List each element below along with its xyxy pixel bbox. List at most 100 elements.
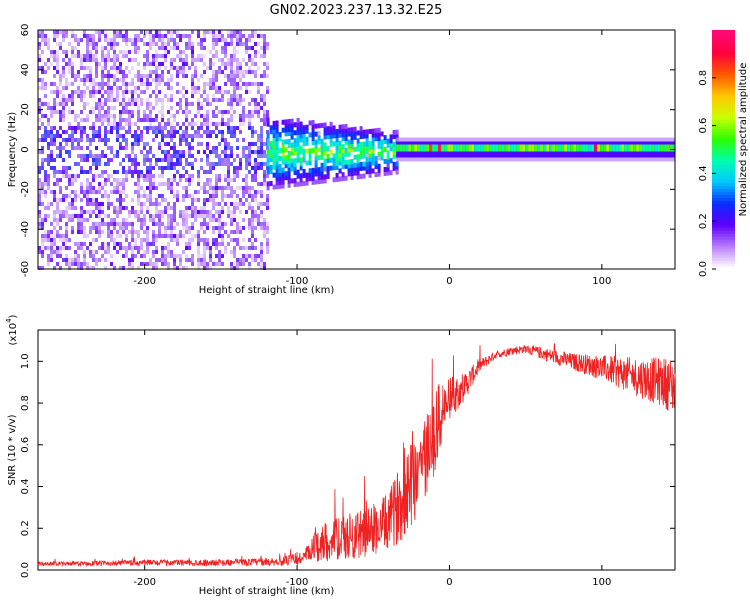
spectrogram-cell [86,114,89,118]
spectrogram-cell [209,86,212,90]
spectrogram-cell [158,74,161,78]
spectrogram-cell [98,106,101,110]
spectrogram-cell [59,118,62,122]
spectrogram-cell [161,130,164,134]
spectrogram-cell [353,170,357,176]
spectrogram-cell [233,254,236,258]
spectrogram-cell [224,202,227,206]
spectrogram-cell [263,94,266,98]
spectrogram-cell [101,154,104,158]
spectrogram-cell [167,182,170,186]
spectrogram-cell [185,110,188,114]
spectrogram-cell [155,162,158,166]
spectrogram-cell [215,90,218,94]
spectrogram-cell [68,66,71,70]
spectrogram-cell [56,42,59,46]
spectrogram-cell [56,254,59,258]
spectrogram-cell [128,170,131,174]
spectrogram-cell [86,170,89,174]
spectrogram-cell [152,202,155,206]
spectrogram-cell [353,134,357,140]
spectrogram-cell [230,178,233,182]
spectrogram-cell [92,86,95,90]
spectrogram-cell [128,158,131,162]
spectrogram-cell [80,226,83,230]
spectrogram-cell [203,186,206,190]
spectrogram-cell [353,126,357,132]
spectrogram-cell [146,170,149,174]
spectrogram-cell [44,86,47,90]
spectrogram-cell [242,138,245,142]
spectrogram-cell [131,114,134,118]
spectrogram-cell [215,182,218,186]
spectrogram-cell [176,74,179,78]
y-tick-label: 0.6 [20,437,31,453]
spectrogram-cell [86,190,89,194]
spectrogram-cell [224,178,227,182]
spectrogram-cell [305,176,309,182]
spectrogram-cell [242,186,245,190]
spectrogram-cell [561,144,565,152]
spectrogram-cell [107,70,110,74]
spectrogram-cell [197,210,200,214]
spectrogram-cell [344,163,348,169]
spectrogram-cell [116,126,119,130]
spectrogram-cell [41,242,44,246]
spectrogram-cell [65,166,68,170]
spectrogram-cell [113,30,116,34]
spectrogram-cell [203,202,206,206]
spectrogram-cell [89,58,92,62]
spectrogram-cell [56,134,59,138]
spectrogram-cell [167,250,170,254]
spectrogram-cell [149,146,152,150]
spectrogram-cell [224,154,227,158]
spectrogram-cell [68,138,71,142]
spectrogram-cell [83,190,86,194]
spectrogram-cell [194,210,197,214]
spectrogram-cell [56,246,59,250]
spectrogram-cell [194,198,197,202]
spectrogram-cell [68,214,71,218]
colorbar-swatch [712,146,735,151]
spectrogram-cell [167,118,170,122]
spectrogram-cell [104,222,107,226]
spectrogram-cell [92,226,95,230]
spectrogram-cell [164,262,167,266]
spectrogram-cell [302,137,306,143]
spectrogram-cell [254,226,257,230]
spectrogram-cell [161,34,164,38]
spectrogram-cell [164,122,167,126]
spectrogram-cell [131,102,134,106]
spectrogram-cell [113,210,116,214]
spectrogram-cell [266,169,270,175]
spectrogram-cell [251,178,254,182]
spectrogram-cell [251,242,254,246]
spectrogram-cell [323,158,327,164]
spectrogram-cell [179,98,182,102]
spectrogram-cell [302,157,306,163]
spectrogram-cell [44,102,47,106]
spectrogram-cell [98,98,101,102]
spectrogram-cell [429,144,433,152]
spectrogram-cell [221,130,224,134]
spectrogram-cell [44,246,47,250]
spectrogram-cell [350,139,354,145]
spectrogram-cell [155,50,158,54]
spectrogram-cell [209,194,212,198]
spectrogram-cell [110,182,113,186]
x-tick-label: 100 [592,276,611,287]
spectrogram-cell [236,174,239,178]
spectrogram-cell [191,146,194,150]
spectrogram-cell [176,158,179,162]
colorbar-swatch [712,30,735,34]
spectrogram-cell [140,150,143,154]
spectrogram-cell [164,34,167,38]
spectrogram-cell [131,198,134,202]
spectrogram-cell [107,214,110,218]
spectrogram-cell [338,168,342,174]
spectrogram-cell [104,34,107,38]
spectrogram-cell [185,194,188,198]
spectrogram-cell [344,175,348,181]
spectrogram-cell [95,202,98,206]
spectrogram-cell [197,130,200,134]
